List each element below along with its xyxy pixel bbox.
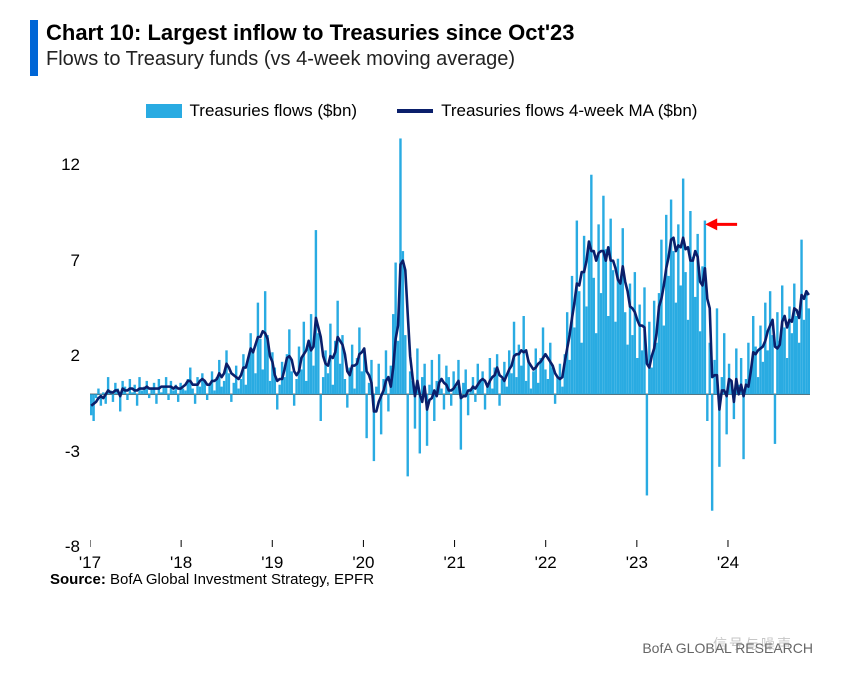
x-tick-label: '18 — [170, 553, 192, 573]
x-tick-label: '24 — [717, 553, 739, 573]
x-tick-label: '23 — [626, 553, 648, 573]
x-tick-label: '19 — [261, 553, 283, 573]
accent-bar — [30, 20, 38, 76]
chart-header: Chart 10: Largest inflow to Treasuries s… — [30, 20, 813, 71]
legend-line-label: Treasuries flows 4-week MA ($bn) — [441, 101, 697, 121]
y-tick-label: -3 — [50, 442, 80, 462]
x-tick-label: '17 — [79, 553, 101, 573]
swatch-bar-icon — [146, 104, 182, 118]
source-line: Source: BofA Global Investment Strategy,… — [50, 571, 813, 588]
legend-bar-label: Treasuries flows ($bn) — [190, 101, 358, 121]
y-tick-label: -8 — [50, 537, 80, 557]
chart-subtitle: Flows to Treasury funds (vs 4-week movin… — [46, 48, 813, 71]
x-tick-label: '21 — [443, 553, 465, 573]
chart-title: Chart 10: Largest inflow to Treasuries s… — [46, 20, 813, 46]
legend-item-line: Treasuries flows 4-week MA ($bn) — [397, 101, 697, 121]
plot-area: -8-32712'17'18'19'20'21'22'23'24 — [30, 127, 810, 547]
swatch-line-icon — [397, 109, 433, 113]
chart-svg — [90, 127, 810, 547]
source-label: Source: — [50, 571, 106, 588]
source-text: BofA Global Investment Strategy, EPFR — [106, 571, 374, 588]
legend: Treasuries flows ($bn) Treasuries flows … — [30, 101, 813, 121]
y-tick-label: 2 — [50, 346, 80, 366]
x-tick-label: '22 — [535, 553, 557, 573]
y-tick-label: 7 — [50, 251, 80, 271]
y-tick-label: 12 — [50, 155, 80, 175]
x-tick-label: '20 — [352, 553, 374, 573]
legend-item-bars: Treasuries flows ($bn) — [146, 101, 358, 121]
watermark: 信号与噪声 — [713, 634, 793, 654]
